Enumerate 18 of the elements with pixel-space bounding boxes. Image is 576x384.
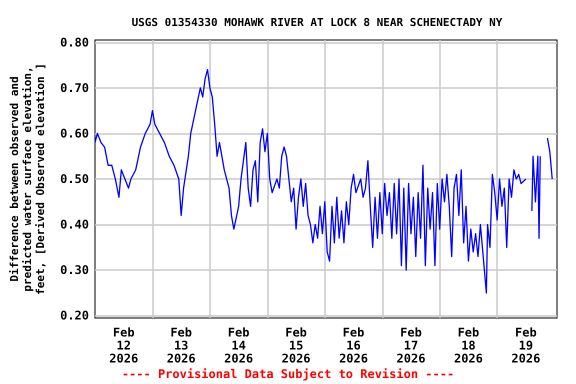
- y-tick-label: 0.20: [60, 308, 89, 323]
- y-tick-label: 0.60: [60, 126, 89, 140]
- x-tick-label: Feb 14 2026: [224, 326, 254, 366]
- y-axis-title: Difference between observed and predicted water surface elevation, feet, [Derived Observed elevation ]: [8, 63, 47, 295]
- x-tick-label: Feb 19 2026: [511, 326, 540, 366]
- y-tick-label: 0.50: [60, 172, 89, 186]
- y-tick-label: 0.80: [60, 35, 89, 50]
- y-tick-label: 0.70: [60, 80, 89, 95]
- x-tick-label: Feb 16 2026: [339, 326, 368, 366]
- chart-title: USGS 01354330 MOHAWK RIVER AT LOCK 8 NEAR SCHENECTADY NY: [132, 16, 503, 29]
- x-tick-label: Feb 15 2026: [282, 326, 311, 366]
- text: ---- Provisional Data Subject to Revision ----: [122, 367, 454, 381]
- x-tick-label: Feb 12 2026: [109, 326, 138, 366]
- x-tick-label: Feb 17 2026: [396, 326, 426, 366]
- x-tick-label: Feb 13 2026: [166, 326, 196, 366]
- y-tick-label: 0.30: [60, 263, 89, 278]
- y-tick-label: 0.40: [60, 218, 89, 232]
- x-tick-label: Feb 18 2026: [454, 326, 483, 366]
